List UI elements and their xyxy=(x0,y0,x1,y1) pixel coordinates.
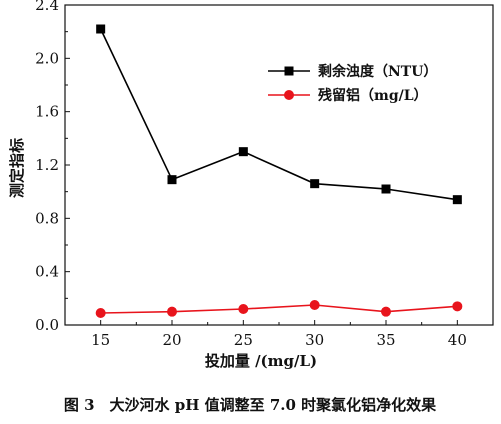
plot-frame xyxy=(64,4,494,326)
y-tick-label: 0.0 xyxy=(35,316,59,334)
data-point-circle xyxy=(452,301,463,312)
y-tick-label: 2.4 xyxy=(35,0,59,14)
legend-marker-circle xyxy=(284,90,294,100)
data-point-square xyxy=(238,147,248,157)
data-point-circle xyxy=(381,306,391,317)
x-tick-label: 30 xyxy=(305,331,324,349)
y-tick-label: 0.8 xyxy=(35,209,59,227)
data-point-square xyxy=(96,24,106,34)
y-axis-title: 测定指标 xyxy=(8,138,26,198)
legend-marker-square xyxy=(284,66,294,76)
x-axis-title: 投加量 /(mg/L) xyxy=(205,352,317,370)
y-tick-label: 2.0 xyxy=(35,49,59,67)
x-tick-label: 25 xyxy=(234,331,253,349)
legend-label-1: 剩余浊度（NTU） xyxy=(318,63,437,80)
y-tick-label: 1.6 xyxy=(35,103,59,121)
data-point-circle xyxy=(95,308,106,318)
y-tick-label: 1.2 xyxy=(35,156,59,174)
x-tick-label: 15 xyxy=(91,331,110,349)
data-point-square xyxy=(167,175,177,185)
y-tick-label: 0.4 xyxy=(35,263,59,281)
data-point-square xyxy=(381,184,391,194)
data-point-circle xyxy=(167,306,177,317)
series-line-2 xyxy=(100,304,458,314)
legend-label-2: 残留铝（mg/L） xyxy=(318,87,428,104)
data-point-circle xyxy=(309,300,320,310)
x-tick-label: 40 xyxy=(448,331,467,349)
x-tick-label: 35 xyxy=(376,331,395,349)
data-point-circle xyxy=(238,304,249,314)
series-line-1 xyxy=(99,28,458,201)
figure-caption: 图 3 大沙河水 pH 值调整至 7.0 时聚氯化铝净化效果 xyxy=(64,396,437,414)
data-point-square xyxy=(452,195,462,205)
data-point-square xyxy=(310,179,320,189)
x-tick-label: 20 xyxy=(162,331,181,349)
